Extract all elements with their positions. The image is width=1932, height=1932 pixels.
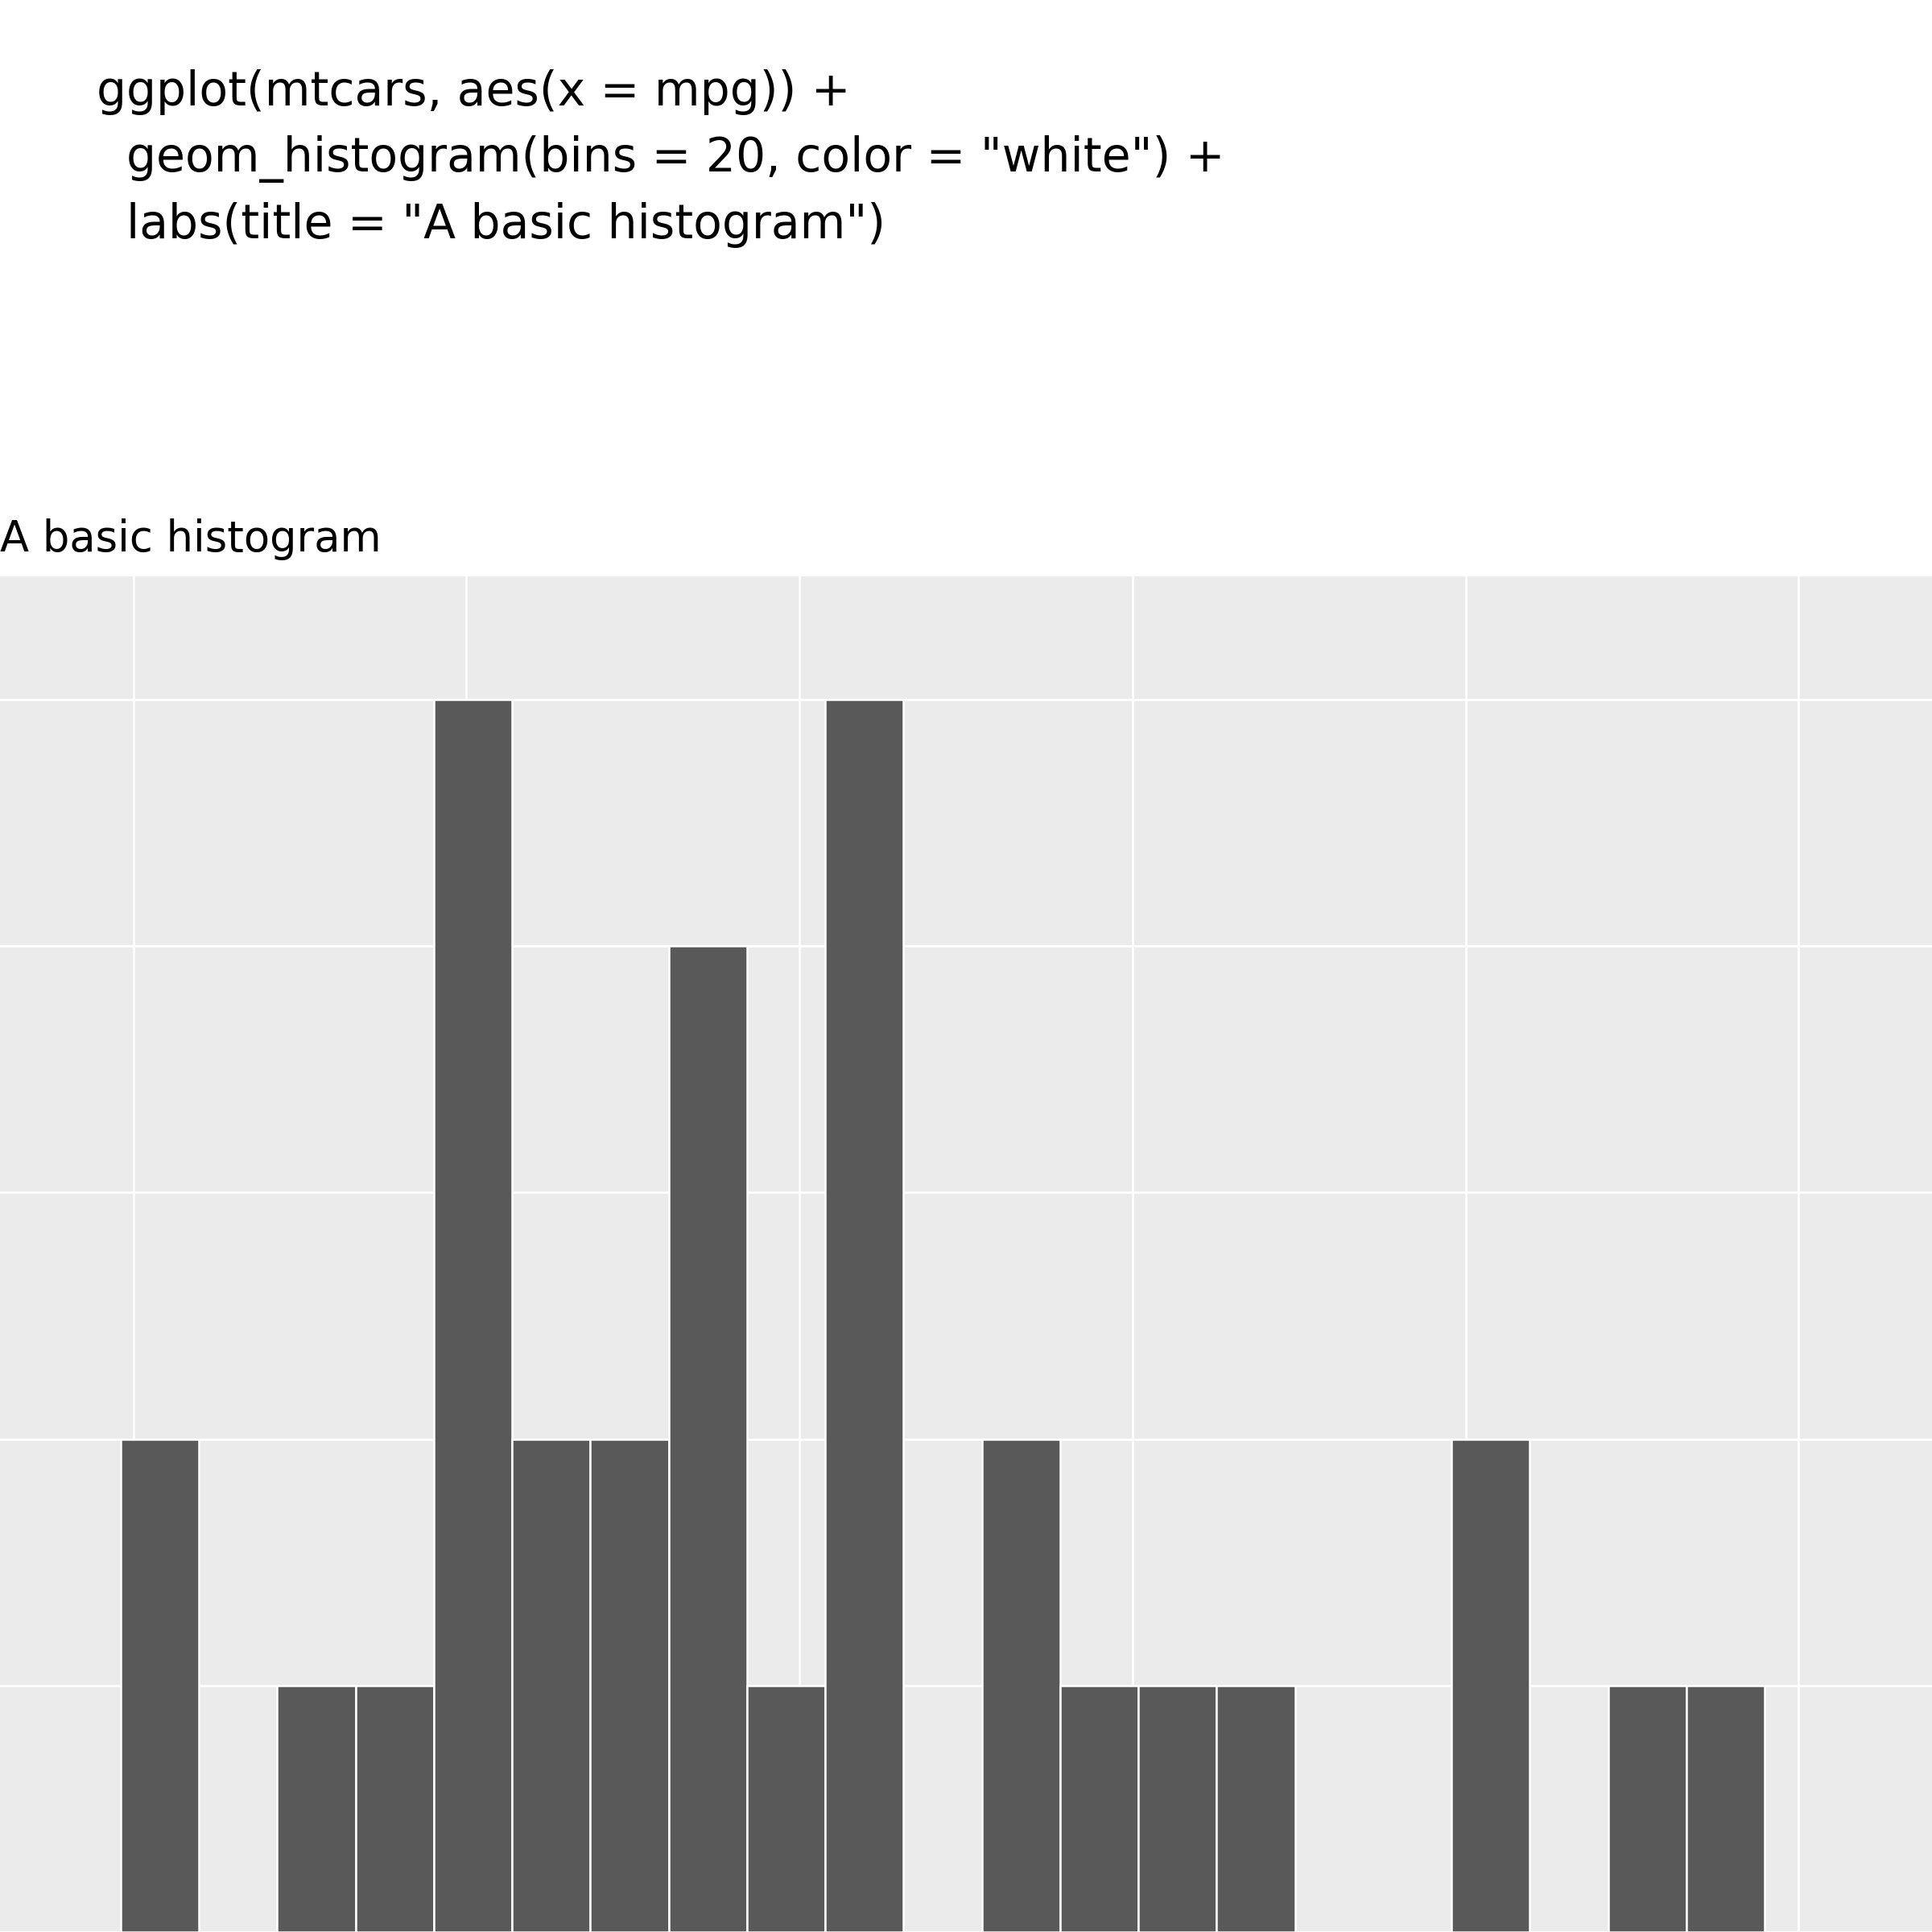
Bar [1217, 1685, 1294, 1932]
Bar [435, 699, 512, 1932]
Text: ggplot(mtcars, aes(x = mpg)) +
  geom_histogram(bins = 20, color = "white") +
  : ggplot(mtcars, aes(x = mpg)) + geom_hist… [97, 70, 1225, 247]
Bar [825, 699, 904, 1932]
Bar [1451, 1439, 1530, 1932]
Bar [355, 1685, 435, 1932]
Bar [1138, 1685, 1217, 1932]
Bar [668, 947, 748, 1932]
Text: A basic histogram: A basic histogram [0, 518, 381, 560]
Bar [1687, 1685, 1764, 1932]
Bar [1607, 1685, 1687, 1932]
Bar [591, 1439, 668, 1932]
Bar [278, 1685, 355, 1932]
Bar [981, 1439, 1061, 1932]
Bar [512, 1439, 591, 1932]
Bar [1061, 1685, 1138, 1932]
Bar [120, 1439, 199, 1932]
Bar [748, 1685, 825, 1932]
